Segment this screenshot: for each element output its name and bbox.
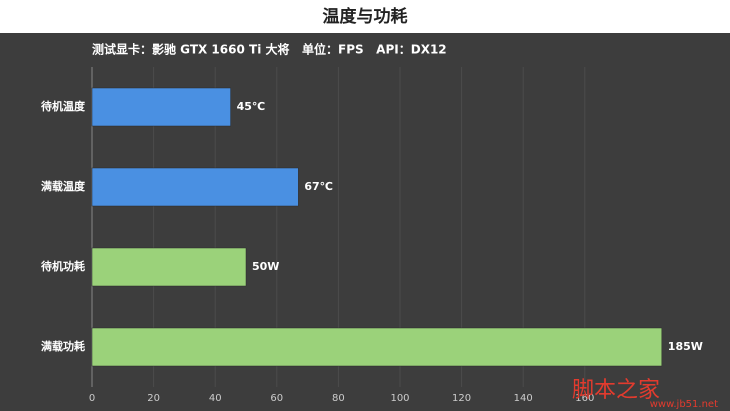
bar: [91, 247, 247, 287]
x-tick-label: 100: [390, 393, 409, 404]
value-label: 185W: [668, 340, 703, 353]
chart-title: 温度与功耗: [323, 6, 408, 27]
y-tick-label: 满载温度: [41, 179, 86, 193]
y-tick-label: 待机温度: [40, 99, 86, 113]
chart-subtitle: 测试显卡：影驰 GTX 1660 Ti 大将 单位：FPS API：DX12: [92, 42, 447, 57]
watermark-url: www.jb51.net: [650, 399, 718, 410]
y-tick-label: 待机功耗: [40, 259, 85, 273]
x-tick-label: 120: [452, 393, 471, 404]
title-bar: [0, 0, 730, 33]
x-tick-label: 60: [270, 393, 283, 404]
value-label: 45℃: [237, 100, 266, 113]
x-tick-label: 140: [514, 393, 533, 404]
value-label: 67℃: [304, 180, 333, 193]
value-label: 50W: [252, 260, 279, 273]
y-tick-label: 满载功耗: [41, 339, 85, 353]
bar: [91, 327, 663, 367]
watermark-name: 脚本之家: [572, 377, 660, 402]
x-tick-label: 20: [147, 393, 160, 404]
bar: [91, 87, 231, 127]
x-tick-label: 160: [575, 393, 594, 404]
x-tick-label: 0: [89, 393, 95, 404]
x-tick-label: 40: [209, 393, 222, 404]
bar: [91, 167, 299, 207]
x-tick-label: 80: [332, 393, 345, 404]
